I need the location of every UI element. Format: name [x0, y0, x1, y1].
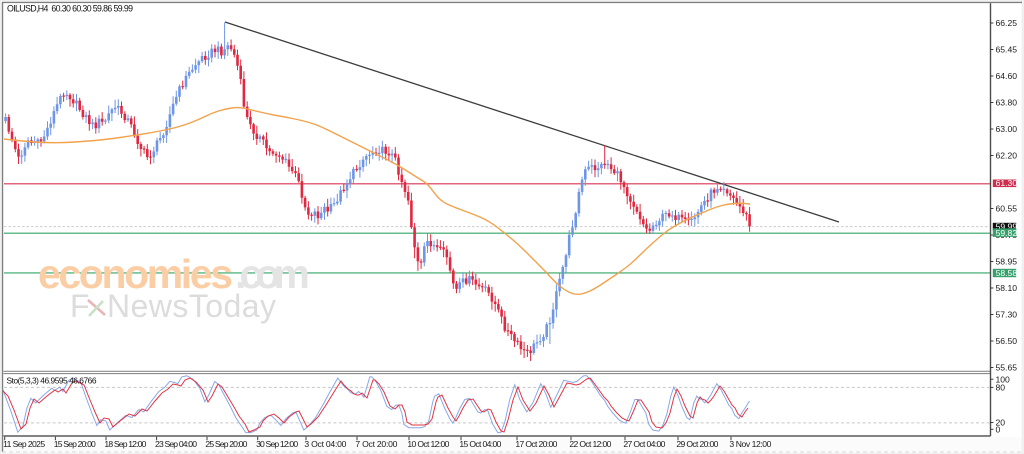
svg-text:63.00: 63.00 [996, 124, 1018, 134]
svg-text:17 Oct 20:00: 17 Oct 20:00 [515, 439, 557, 449]
svg-text:3 Nov 12:00: 3 Nov 12:00 [729, 439, 771, 449]
svg-text:29 Oct 20:00: 29 Oct 20:00 [676, 439, 718, 449]
svg-text:66.25: 66.25 [996, 18, 1018, 28]
svg-text:27 Oct 04:00: 27 Oct 04:00 [623, 439, 665, 449]
svg-text:15 Sep 20:00: 15 Sep 20:00 [54, 439, 96, 449]
svg-text:55.65: 55.65 [996, 363, 1018, 373]
svg-text:11 Sep 2025: 11 Sep 2025 [3, 439, 45, 449]
svg-text:57.30: 57.30 [996, 310, 1018, 320]
svg-text:25 Sep 20:00: 25 Sep 20:00 [205, 439, 247, 449]
svg-text:100: 100 [996, 374, 1011, 384]
svg-text:10 Oct 12:00: 10 Oct 12:00 [407, 439, 449, 449]
svg-text:23 Sep 04:00: 23 Sep 04:00 [155, 439, 197, 449]
svg-text:58.95: 58.95 [996, 257, 1018, 267]
svg-text:F: F [70, 288, 90, 324]
svg-text:62.20: 62.20 [996, 151, 1018, 161]
svg-text:56.50: 56.50 [996, 336, 1018, 346]
svg-text:0: 0 [996, 424, 1001, 434]
svg-text:64.60: 64.60 [996, 71, 1018, 81]
svg-text:22 Oct 12:00: 22 Oct 12:00 [569, 439, 611, 449]
svg-text:61.30: 61.30 [996, 178, 1018, 188]
svg-text:60.55: 60.55 [996, 204, 1018, 214]
svg-text:65.45: 65.45 [996, 45, 1018, 55]
svg-text:economies: economies [38, 251, 233, 297]
svg-text:58.10: 58.10 [996, 283, 1018, 293]
svg-text:59.82: 59.82 [996, 228, 1018, 238]
svg-text:NewsToday: NewsToday [107, 288, 276, 324]
svg-text:18 Sep 12:00: 18 Sep 12:00 [104, 439, 146, 449]
svg-text:58.58: 58.58 [996, 268, 1018, 278]
svg-text:20: 20 [996, 418, 1006, 428]
svg-text:Sto(5,3,3) 46.9595 46.6766: Sto(5,3,3) 46.9595 46.6766 [7, 376, 97, 386]
svg-text:80: 80 [996, 383, 1006, 393]
svg-text:30 Sep 12:00: 30 Sep 12:00 [256, 439, 298, 449]
svg-text:.com: .com [235, 251, 310, 297]
svg-text:7 Oct 20:00: 7 Oct 20:00 [355, 439, 397, 449]
svg-text:15 Oct 04:00: 15 Oct 04:00 [459, 439, 501, 449]
svg-text:OILUSD,H4 60.30 60.30 59.86 5: OILUSD,H4 60.30 60.30 59.86 59.99 [7, 4, 133, 14]
svg-text:59.99: 59.99 [996, 222, 1018, 232]
svg-text:3 Oct 04:00: 3 Oct 04:00 [304, 439, 346, 449]
svg-text:63.80: 63.80 [996, 98, 1018, 108]
